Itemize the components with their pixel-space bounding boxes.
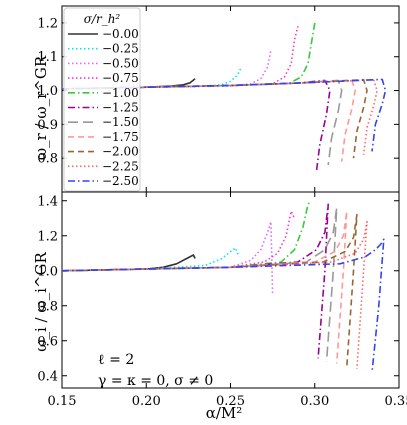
- annotation-ell: ℓ = 2: [98, 352, 134, 368]
- series-line-3: [62, 210, 296, 272]
- legend-title: σ/r_h²: [84, 12, 121, 26]
- legend-label: −2.00: [102, 145, 139, 159]
- legend-label: −0.25: [102, 42, 139, 56]
- series-line-7: [62, 210, 348, 364]
- series-line-8: [62, 213, 358, 368]
- x-tick-label: 0.15: [48, 394, 77, 409]
- y-tick-label: 0.9: [37, 118, 58, 133]
- series-line-5: [62, 203, 329, 359]
- legend-label: −1.00: [102, 86, 139, 100]
- legend-label: −2.50: [102, 174, 139, 188]
- y-tick-label: 0.8: [37, 152, 58, 167]
- y-tick-label: 0.4: [37, 369, 58, 384]
- y-tick-label: 1.4: [37, 194, 58, 209]
- series-line-9: [62, 220, 368, 369]
- bottom-panel: 0.4 0.6 0.8 1.0 1.2 1.4 0.15 0.20 0.25 0.30 0.35: [37, 191, 407, 409]
- legend-label: −1.50: [102, 115, 139, 129]
- y-tick-label: 1.2: [37, 229, 58, 244]
- series-line-6: [62, 207, 338, 362]
- legend-label: −0.50: [102, 56, 139, 70]
- series-line-2: [62, 220, 274, 296]
- bottom-y-axis-label: ω_i / ω_i^GR: [32, 252, 50, 352]
- top-y-axis-label: ω_r / ω_r^GR: [32, 55, 50, 160]
- series-line-10: [62, 78, 387, 152]
- legend-box: [63, 7, 141, 192]
- y-tick-label: 1.1: [37, 50, 58, 65]
- legend-label: −2.25: [102, 159, 139, 173]
- legend-label: −0.00: [102, 27, 139, 41]
- series-line-3: [62, 26, 299, 90]
- y-tick-label: 1.2: [37, 16, 58, 31]
- y-tick-label: 1.0: [37, 264, 58, 279]
- top-panel: 0.8 0.9 1.0 1.1 1.2: [37, 5, 400, 193]
- x-tick-label: 0.30: [300, 394, 329, 409]
- x-tick-label: 0.20: [132, 394, 161, 409]
- legend-label: −1.25: [102, 101, 139, 115]
- legend-label: −1.75: [102, 130, 139, 144]
- legend: σ/r_h²−0.00−0.25−0.50−0.75−1.00−1.25−1.5…: [63, 7, 141, 192]
- x-tick-label: 0.35: [385, 394, 407, 409]
- series-line-4: [62, 200, 312, 272]
- y-tick-label: 1.0: [37, 84, 58, 99]
- x-tick-label: 0.25: [216, 394, 245, 409]
- legend-label: −0.75: [102, 71, 139, 85]
- series-line-10: [62, 238, 385, 373]
- y-tick-label: 0.6: [37, 334, 58, 349]
- x-axis-label: α/M²: [206, 404, 243, 422]
- y-tick-label: 0.8: [37, 299, 58, 314]
- annotation-params: γ = κ = 0, σ ≠ 0: [98, 373, 213, 389]
